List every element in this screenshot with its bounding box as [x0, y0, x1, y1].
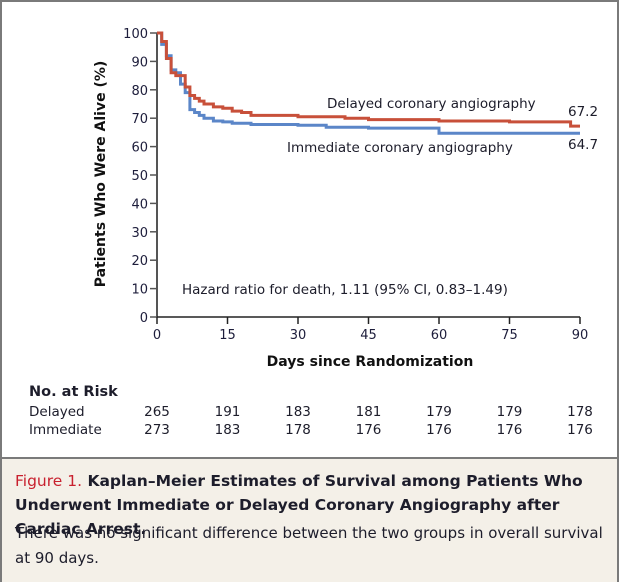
y-axis-title: Patients Who Were Alive (%): [93, 61, 109, 288]
delayed-curve-label: Delayed coronary angiography: [327, 96, 536, 112]
risk-row-label: Immediate: [29, 422, 102, 438]
risk-count: 181: [355, 404, 382, 420]
y-tick-label: 70: [131, 112, 148, 127]
caption-title: Figure 1. Kaplan–Meier Estimates of Surv…: [15, 469, 605, 541]
immediate-curve-label: Immediate coronary angiography: [287, 140, 513, 156]
chart-area: 0 10 20 30 40 50 60 70 80 90 100 0 15 30 45 60 75 90 Pat…: [2, 2, 617, 457]
x-axis-title: Days since Randomization: [267, 354, 474, 370]
risk-count: 273: [144, 422, 170, 438]
risk-count: 178: [285, 422, 311, 438]
risk-count: 179: [426, 404, 452, 420]
risk-count: 176: [496, 422, 523, 438]
risk-count: 191: [214, 404, 241, 420]
caption-title-text: Kaplan–Meier Estimates of Survival among…: [15, 472, 583, 538]
x-tick-label: 15: [219, 328, 236, 343]
risk-count: 176: [567, 422, 593, 438]
risk-table-header: No. at Risk: [29, 384, 118, 400]
y-axis: 0 10 20 30 40 50 60 70 80 90 100: [123, 27, 158, 326]
immediate-survival-curve: [157, 31, 580, 135]
risk-count: 179: [496, 404, 523, 420]
x-tick-label: 45: [360, 328, 377, 343]
risk-count: 176: [355, 422, 382, 438]
x-tick-label: 90: [572, 328, 589, 343]
figure-label: Figure 1.: [15, 472, 83, 490]
y-tick-label: 20: [131, 254, 148, 269]
risk-count: 176: [426, 422, 452, 438]
risk-count: 265: [144, 404, 170, 420]
x-tick-label: 60: [431, 328, 448, 343]
y-tick-label: 10: [131, 283, 148, 298]
km-chart: 0 10 20 30 40 50 60 70 80 90 100 0 15 30 45 60 75 90 Pat…: [93, 27, 598, 370]
x-tick-label: 0: [153, 328, 161, 343]
x-tick-label: 75: [501, 328, 518, 343]
y-tick-label: 60: [131, 141, 148, 156]
y-tick-label: 30: [131, 226, 148, 241]
delayed-survival-curve: [157, 31, 580, 128]
y-tick-label: 100: [123, 27, 148, 42]
risk-count: 178: [567, 404, 593, 420]
immediate-end-value: 64.7: [568, 137, 598, 153]
delayed-end-value: 67.2: [568, 104, 598, 120]
y-tick-label: 90: [131, 55, 148, 70]
risk-count: 183: [285, 404, 311, 420]
risk-table: No. at Risk Delayed 265 191 183 181 179 179 178…: [2, 382, 617, 452]
figure-caption: Figure 1. Kaplan–Meier Estimates of Surv…: [2, 457, 617, 582]
caption-body: There was no significant difference betw…: [15, 524, 603, 567]
hazard-ratio-annotation: Hazard ratio for death, 1.11 (95% CI, 0.…: [182, 282, 508, 298]
y-tick-label: 40: [131, 197, 148, 212]
y-tick-label: 0: [140, 311, 148, 326]
x-tick-label: 30: [290, 328, 307, 343]
y-tick-label: 50: [131, 169, 148, 184]
x-axis: 0 15 30 45 60 75 90: [153, 316, 589, 343]
risk-row-label: Delayed: [29, 404, 85, 420]
risk-count: 183: [214, 422, 241, 438]
y-tick-label: 80: [131, 84, 148, 99]
curves: [157, 31, 580, 135]
